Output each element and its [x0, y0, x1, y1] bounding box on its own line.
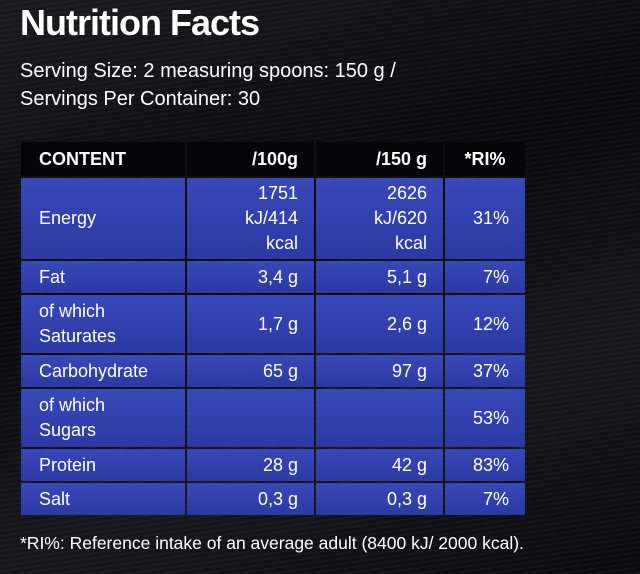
header-content: CONTENT — [21, 142, 185, 176]
nutrient-name-line: Fat — [39, 266, 66, 287]
serving-size: Serving Size: 2 measuring spoons: 150 g … — [20, 60, 396, 82]
table-header-row: CONTENT /100g /150 g *RI% — [21, 142, 525, 176]
value-per-150g-line: 42 g — [391, 454, 427, 475]
value-per-100g: 3,4 g — [187, 261, 314, 293]
value-per-150g: 2,6 g — [316, 295, 443, 353]
table-row: of which Sugars 53% — [21, 389, 525, 447]
value-per-100g: 1,7 g — [187, 295, 314, 353]
footnote: *RI%: Reference intake of an average adu… — [20, 533, 524, 553]
nutrient-name: of which Saturates — [21, 295, 185, 353]
table-row: of which Saturates 1,7 g 2,6 g 12% — [21, 295, 525, 353]
header-per-150g: /150 g — [316, 142, 443, 176]
table-row: Carbohydrate 65 g 97 g 37% — [21, 355, 525, 387]
nutrient-name: Protein — [21, 449, 185, 481]
page-title: Nutrition Facts — [20, 2, 260, 43]
value-per-100g-line: 0,3 g — [257, 488, 298, 509]
value-per-150g-line: 2,6 g — [386, 313, 427, 334]
value-per-100g: 1751 kJ/414 kcal — [187, 178, 314, 259]
value-per-150g-line: 2626 — [386, 183, 427, 203]
value-per-150g-line: 97 g — [391, 360, 427, 381]
value-per-100g-line: 65 g — [262, 360, 298, 381]
nutrient-name: Energy — [21, 178, 185, 259]
table-body: Energy 1751 kJ/414 kcal 2626 kJ/620 kcal 31% Fat… — [21, 178, 525, 515]
value-per-100g-line: 1,7 g — [257, 313, 298, 334]
value-ri: 12% — [445, 295, 525, 353]
nutrient-name-line: Energy — [39, 208, 97, 228]
value-ri: 31% — [445, 178, 525, 259]
value-per-100g: 0,3 g — [187, 483, 314, 515]
value-per-150g-line: 5,1 g — [386, 266, 427, 287]
header-per-100g: /100g — [187, 142, 314, 176]
nutrient-name-line: of which — [39, 301, 106, 321]
nutrition-table: CONTENT /100g /150 g *RI% Energy 1751 kJ/4… — [19, 140, 527, 517]
nutrient-name: Fat — [21, 261, 185, 293]
nutrient-name-line: Carbohydrate — [39, 360, 149, 381]
header-ri: *RI% — [445, 142, 525, 176]
value-per-150g — [316, 389, 443, 447]
value-per-150g-line: kJ/620 — [373, 208, 427, 228]
value-ri: 7% — [445, 483, 525, 515]
table-row: Energy 1751 kJ/414 kcal 2626 kJ/620 kcal 31% — [21, 178, 525, 259]
value-per-100g-line: 1751 — [257, 183, 298, 203]
value-per-100g: 65 g — [187, 355, 314, 387]
value-per-100g: 28 g — [187, 449, 314, 481]
servings-per-container: Servings Per Container: 30 — [20, 88, 261, 110]
value-per-150g: 0,3 g — [316, 483, 443, 515]
value-per-150g: 2626 kJ/620 kcal — [316, 178, 443, 259]
nutrient-name: of which Sugars — [21, 389, 185, 447]
nutrient-name-line: Saturates — [39, 326, 117, 346]
value-per-100g-line: kJ/414 — [244, 208, 298, 228]
value-ri: 37% — [445, 355, 525, 387]
serving-info: Serving Size: 2 measuring spoons: 150 g … — [20, 57, 396, 113]
value-per-100g-line: 28 g — [262, 454, 298, 475]
table-row: Salt 0,3 g 0,3 g 7% — [21, 483, 525, 515]
value-per-100g-line: kcal — [265, 233, 298, 253]
nutrient-name-line: Salt — [39, 488, 71, 509]
table-row: Protein 28 g 42 g 83% — [21, 449, 525, 481]
value-per-150g-line: kcal — [394, 233, 427, 253]
value-per-100g-line: 3,4 g — [257, 266, 298, 287]
nutrient-name: Carbohydrate — [21, 355, 185, 387]
nutrient-name-line: Sugars — [39, 420, 97, 440]
nutrient-name-line: Protein — [39, 454, 97, 475]
nutrient-name: Salt — [21, 483, 185, 515]
table-row: Fat 3,4 g 5,1 g 7% — [21, 261, 525, 293]
value-per-100g — [187, 389, 314, 447]
value-per-150g: 5,1 g — [316, 261, 443, 293]
nutrient-name-line: of which — [39, 395, 106, 415]
value-ri: 53% — [445, 389, 525, 447]
value-per-150g: 97 g — [316, 355, 443, 387]
value-per-150g-line: 0,3 g — [386, 488, 427, 509]
value-ri: 83% — [445, 449, 525, 481]
value-per-150g: 42 g — [316, 449, 443, 481]
value-ri: 7% — [445, 261, 525, 293]
